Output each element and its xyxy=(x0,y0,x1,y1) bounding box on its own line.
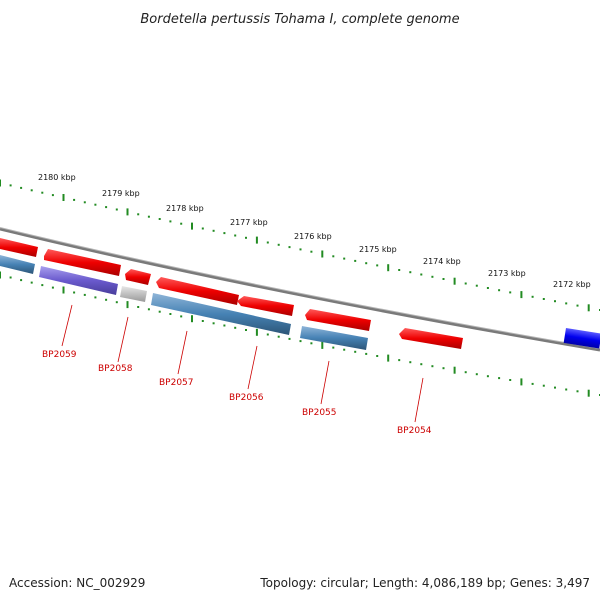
cds-feature[interactable] xyxy=(399,328,463,349)
gene-leader-line xyxy=(414,377,424,423)
cds-feature[interactable] xyxy=(44,249,121,276)
gene-label-bp2058[interactable]: BP2058 xyxy=(98,364,133,374)
tick-labels: 2180 kbp 2179 kbp 2178 kbp 2177 kbp 2176… xyxy=(38,173,591,289)
genome-summary-text: Topology: circular; Length: 4,086,189 bp… xyxy=(260,576,590,590)
tick-label-2176: 2176 kbp xyxy=(294,232,332,241)
gene-label-bp2056[interactable]: BP2056 xyxy=(229,393,264,403)
gene-label-bp2059[interactable]: BP2059 xyxy=(42,350,77,360)
cds-feature[interactable] xyxy=(305,309,371,331)
forward-cds-track xyxy=(0,238,600,349)
cds-feature[interactable] xyxy=(156,277,239,305)
gene-leader-line xyxy=(177,330,188,375)
tick-track xyxy=(0,179,600,312)
gene-leader-line xyxy=(320,360,330,405)
gene-leader-line xyxy=(247,345,258,390)
cog-feature[interactable] xyxy=(120,286,147,302)
gene-leader-line xyxy=(61,304,73,347)
accession-text: Accession: NC_002929 xyxy=(9,576,146,590)
cog-feature[interactable] xyxy=(151,293,291,335)
gene-label-bp2057[interactable]: BP2057 xyxy=(159,378,194,388)
genome-backbone xyxy=(0,227,600,352)
gene-leader-line xyxy=(117,316,129,363)
cog-feature[interactable] xyxy=(39,266,118,295)
tick-label-2177: 2177 kbp xyxy=(230,218,268,227)
cds-feature[interactable] xyxy=(125,269,151,285)
gene-label-bp2054[interactable]: BP2054 xyxy=(397,426,432,436)
cog-feature[interactable] xyxy=(0,255,35,274)
feature-blue-block[interactable] xyxy=(563,327,600,349)
gene-labels: BP2059 BP2058 BP2057 BP2056 BP2055 BP205… xyxy=(42,304,432,436)
tick-label-2174: 2174 kbp xyxy=(423,257,461,266)
tick-label-2172: 2172 kbp xyxy=(553,280,591,289)
inner-tick-track xyxy=(0,271,600,397)
tick-label-2179: 2179 kbp xyxy=(102,189,140,198)
tick-label-2175: 2175 kbp xyxy=(359,245,397,254)
cds-feature[interactable] xyxy=(0,238,38,257)
tick-label-2173: 2173 kbp xyxy=(488,269,526,278)
gene-label-bp2055[interactable]: BP2055 xyxy=(302,408,337,418)
map-title: Bordetella pertussis Tohama I, complete … xyxy=(140,12,459,27)
cog-track xyxy=(0,255,368,350)
tick-label-2178: 2178 kbp xyxy=(166,204,204,213)
cds-feature[interactable] xyxy=(237,296,294,316)
tick-label-2180: 2180 kbp xyxy=(38,173,76,182)
cog-feature[interactable] xyxy=(300,326,368,350)
